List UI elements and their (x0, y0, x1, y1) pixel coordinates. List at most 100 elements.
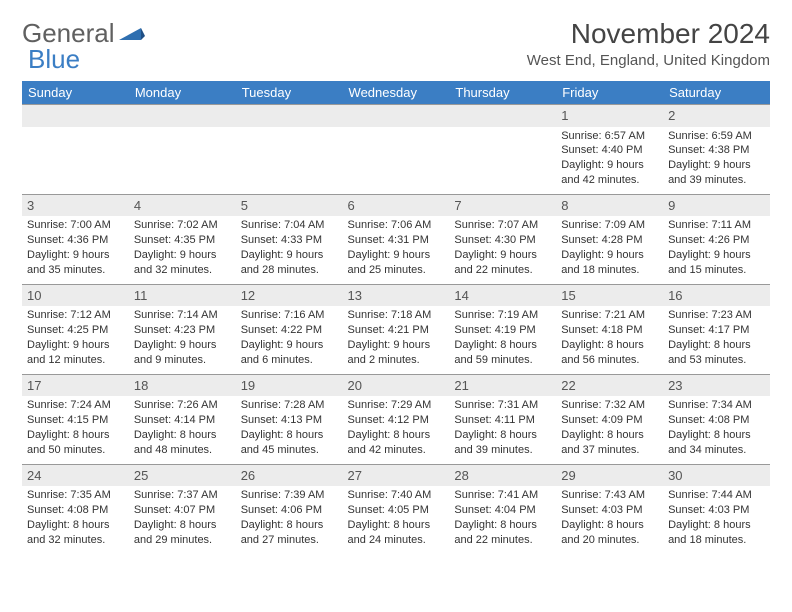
day-info-line: Sunset: 4:36 PM (27, 233, 124, 248)
day-info-line: Daylight: 8 hours (348, 428, 445, 443)
day-info-line: Daylight: 8 hours (27, 518, 124, 533)
day-info-line: Daylight: 8 hours (134, 518, 231, 533)
day-info-line: Daylight: 8 hours (134, 428, 231, 443)
logo-blue-wrap: Blue (26, 44, 80, 75)
day-info-line: Sunrise: 7:09 AM (561, 218, 658, 233)
day-number: 6 (343, 195, 450, 217)
calendar-day-cell: 19Sunrise: 7:28 AMSunset: 4:13 PMDayligh… (236, 374, 343, 464)
day-info-line: Sunrise: 7:43 AM (561, 488, 658, 503)
day-number: 11 (129, 285, 236, 307)
calendar-day-cell: 6Sunrise: 7:06 AMSunset: 4:31 PMDaylight… (343, 194, 450, 284)
day-info-line: and 34 minutes. (668, 443, 765, 458)
day-info-line: and 35 minutes. (27, 263, 124, 278)
day-info-line: Sunset: 4:15 PM (27, 413, 124, 428)
day-info-line: Daylight: 9 hours (454, 248, 551, 263)
day-info-line: Sunset: 4:13 PM (241, 413, 338, 428)
header: General November 2024 West End, England,… (22, 18, 770, 69)
calendar-day-cell (343, 105, 450, 195)
day-number: 18 (129, 375, 236, 397)
logo-icon (119, 18, 145, 49)
calendar-day-cell: 12Sunrise: 7:16 AMSunset: 4:22 PMDayligh… (236, 284, 343, 374)
day-info-line: and 42 minutes. (561, 173, 658, 188)
day-info-line: Sunrise: 7:32 AM (561, 398, 658, 413)
day-info-line: and 20 minutes. (561, 533, 658, 548)
day-info-line: Daylight: 8 hours (561, 428, 658, 443)
day-info-line: Sunrise: 7:41 AM (454, 488, 551, 503)
calendar-day-cell: 2Sunrise: 6:59 AMSunset: 4:38 PMDaylight… (663, 105, 770, 195)
day-info-line: Sunset: 4:12 PM (348, 413, 445, 428)
day-info-line: Sunset: 4:40 PM (561, 143, 658, 158)
location-subtitle: West End, England, United Kingdom (527, 52, 770, 69)
calendar-head: SundayMondayTuesdayWednesdayThursdayFrid… (22, 81, 770, 105)
day-info-line: Sunrise: 7:28 AM (241, 398, 338, 413)
calendar-week-row: 24Sunrise: 7:35 AMSunset: 4:08 PMDayligh… (22, 464, 770, 553)
day-info-line: Sunset: 4:38 PM (668, 143, 765, 158)
calendar-header-row: SundayMondayTuesdayWednesdayThursdayFrid… (22, 81, 770, 105)
calendar-column-header: Friday (556, 81, 663, 105)
day-number: 13 (343, 285, 450, 307)
day-info-line: Sunrise: 7:16 AM (241, 308, 338, 323)
calendar-day-cell: 16Sunrise: 7:23 AMSunset: 4:17 PMDayligh… (663, 284, 770, 374)
day-info-line: Sunset: 4:11 PM (454, 413, 551, 428)
day-info-line: and 45 minutes. (241, 443, 338, 458)
calendar-column-header: Wednesday (343, 81, 450, 105)
calendar-day-cell: 18Sunrise: 7:26 AMSunset: 4:14 PMDayligh… (129, 374, 236, 464)
calendar-day-cell: 3Sunrise: 7:00 AMSunset: 4:36 PMDaylight… (22, 194, 129, 284)
day-info-line: Sunrise: 7:31 AM (454, 398, 551, 413)
calendar-day-cell: 23Sunrise: 7:34 AMSunset: 4:08 PMDayligh… (663, 374, 770, 464)
calendar-day-cell: 1Sunrise: 6:57 AMSunset: 4:40 PMDaylight… (556, 105, 663, 195)
day-info-line: Sunset: 4:14 PM (134, 413, 231, 428)
day-number: 22 (556, 375, 663, 397)
day-info-line: Sunset: 4:31 PM (348, 233, 445, 248)
day-info-line: and 25 minutes. (348, 263, 445, 278)
day-number: 25 (129, 465, 236, 487)
day-info-line: Sunrise: 7:12 AM (27, 308, 124, 323)
day-info-line: Sunset: 4:21 PM (348, 323, 445, 338)
day-number-empty (22, 105, 129, 127)
day-info-line: Sunrise: 6:57 AM (561, 129, 658, 144)
day-info-line: Sunset: 4:22 PM (241, 323, 338, 338)
day-number: 30 (663, 465, 770, 487)
day-info-line: Sunrise: 7:44 AM (668, 488, 765, 503)
calendar-day-cell: 4Sunrise: 7:02 AMSunset: 4:35 PMDaylight… (129, 194, 236, 284)
day-info-line: Daylight: 8 hours (348, 518, 445, 533)
day-info-line: and 6 minutes. (241, 353, 338, 368)
day-info-line: Sunset: 4:35 PM (134, 233, 231, 248)
calendar-day-cell: 13Sunrise: 7:18 AMSunset: 4:21 PMDayligh… (343, 284, 450, 374)
day-info-line: and 39 minutes. (668, 173, 765, 188)
day-number: 7 (449, 195, 556, 217)
day-number: 9 (663, 195, 770, 217)
day-number: 26 (236, 465, 343, 487)
day-info-line: Sunset: 4:03 PM (561, 503, 658, 518)
day-info-line: Sunset: 4:25 PM (27, 323, 124, 338)
calendar-day-cell: 25Sunrise: 7:37 AMSunset: 4:07 PMDayligh… (129, 464, 236, 553)
day-number: 27 (343, 465, 450, 487)
day-info-line: and 53 minutes. (668, 353, 765, 368)
day-info-line: and 2 minutes. (348, 353, 445, 368)
day-info-line: and 9 minutes. (134, 353, 231, 368)
day-info-line: and 42 minutes. (348, 443, 445, 458)
day-info-line: and 39 minutes. (454, 443, 551, 458)
day-info-line: Sunrise: 7:24 AM (27, 398, 124, 413)
calendar-day-cell: 28Sunrise: 7:41 AMSunset: 4:04 PMDayligh… (449, 464, 556, 553)
day-info-line: Daylight: 9 hours (668, 158, 765, 173)
day-info-line: Sunset: 4:26 PM (668, 233, 765, 248)
day-info-line: and 12 minutes. (27, 353, 124, 368)
day-number-empty (236, 105, 343, 127)
day-info-line: Sunrise: 7:04 AM (241, 218, 338, 233)
calendar-week-row: 10Sunrise: 7:12 AMSunset: 4:25 PMDayligh… (22, 284, 770, 374)
day-info-line: Sunset: 4:08 PM (27, 503, 124, 518)
day-number: 24 (22, 465, 129, 487)
calendar-week-row: 3Sunrise: 7:00 AMSunset: 4:36 PMDaylight… (22, 194, 770, 284)
day-info-line: Daylight: 9 hours (668, 248, 765, 263)
calendar-column-header: Saturday (663, 81, 770, 105)
calendar-day-cell: 11Sunrise: 7:14 AMSunset: 4:23 PMDayligh… (129, 284, 236, 374)
day-info-line: Daylight: 9 hours (241, 248, 338, 263)
day-info-line: and 27 minutes. (241, 533, 338, 548)
day-info-line: Daylight: 9 hours (561, 248, 658, 263)
day-info-line: Sunset: 4:17 PM (668, 323, 765, 338)
day-info-line: and 24 minutes. (348, 533, 445, 548)
logo-text-blue: Blue (28, 44, 80, 74)
day-info-line: Daylight: 8 hours (454, 338, 551, 353)
calendar-day-cell (22, 105, 129, 195)
